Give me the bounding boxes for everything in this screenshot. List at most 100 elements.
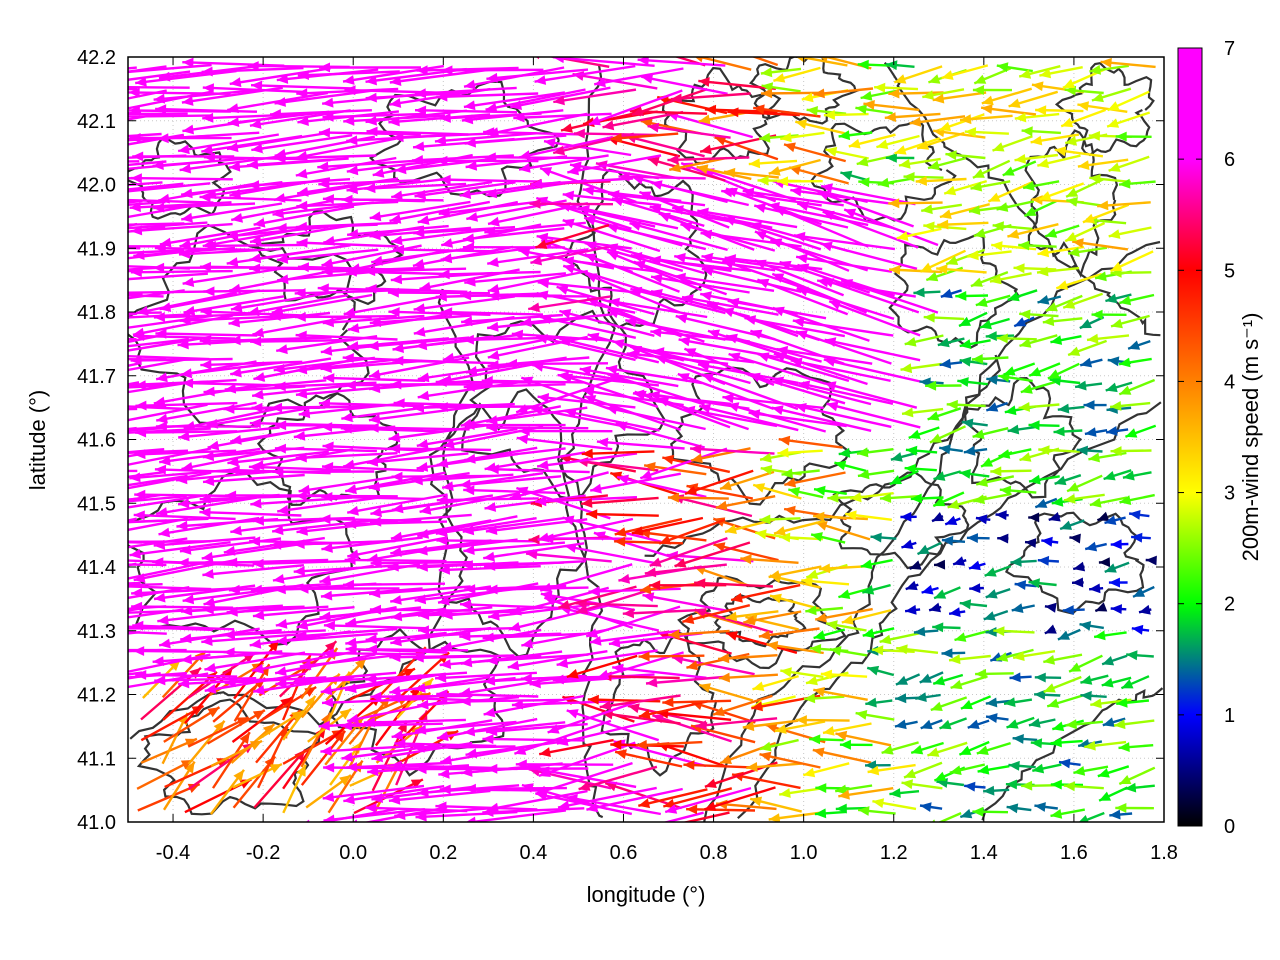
wind-arrow <box>1019 334 1058 348</box>
wind-arrow <box>440 245 542 264</box>
wind-arrow <box>411 473 514 486</box>
colorbar-tick-label: 2 <box>1224 594 1235 616</box>
wind-arrow <box>990 466 1032 477</box>
wind-arrow <box>508 604 609 632</box>
wind-arrow <box>783 142 847 163</box>
wind-arrow <box>363 717 466 728</box>
wind-arrow <box>518 426 613 436</box>
wind-arrow <box>933 559 946 570</box>
wind-arrow <box>251 383 354 400</box>
wind-arrow <box>684 469 754 496</box>
wind-arrow <box>128 222 185 226</box>
wind-arrow <box>1105 381 1133 393</box>
wind-arrow <box>961 418 988 429</box>
wind-arrow <box>1006 803 1032 814</box>
wind-arrow <box>921 203 962 215</box>
wind-arrow <box>992 135 1033 152</box>
wind-arrow <box>810 532 846 544</box>
wind-arrow <box>829 646 868 657</box>
wind-arrow <box>460 650 563 668</box>
wind-arrow <box>566 654 638 679</box>
wind-arrow <box>835 803 867 814</box>
wind-arrow <box>128 114 211 118</box>
wind-arrow <box>252 315 354 338</box>
wind-arrow <box>317 159 420 172</box>
wind-arrow <box>813 87 874 99</box>
wind-arrow <box>972 159 1011 179</box>
wind-arrow <box>537 278 638 294</box>
wind-arrow <box>1101 676 1132 688</box>
wind-arrow <box>939 717 968 730</box>
wind-arrow <box>690 447 751 464</box>
wind-arrow <box>486 763 589 774</box>
wind-arrow <box>132 620 235 631</box>
wind-arrow <box>556 649 658 669</box>
wind-arrow <box>128 294 164 298</box>
wind-arrow <box>210 739 263 768</box>
wind-arrow <box>1119 493 1155 505</box>
wind-arrow <box>1098 557 1111 568</box>
wind-arrow <box>1067 339 1108 357</box>
wind-arrow <box>250 80 353 91</box>
wind-arrow <box>941 64 989 80</box>
wind-arrow <box>670 92 751 104</box>
wind-arrow <box>683 760 753 770</box>
wind-arrow <box>813 687 868 701</box>
wind-arrow <box>662 697 732 708</box>
wind-arrow <box>128 335 212 352</box>
wind-arrow <box>128 358 167 361</box>
wind-arrow <box>247 293 349 317</box>
wind-arrow <box>975 475 1015 487</box>
wind-arrow <box>1062 292 1104 309</box>
wind-arrow <box>461 109 564 125</box>
wind-arrow <box>916 131 965 150</box>
wind-arrow <box>889 265 943 275</box>
wind-arrow <box>813 511 868 522</box>
colorbar-ticks: 0 1 2 3 4 5 6 7 <box>1178 38 1235 838</box>
wind-arrow <box>1118 766 1156 786</box>
wind-arrow <box>996 62 1033 73</box>
wind-arrow <box>993 626 1035 637</box>
wind-arrow <box>1007 424 1035 435</box>
wind-arrow <box>938 113 985 132</box>
wind-arrow <box>607 190 706 207</box>
wind-arrow <box>486 584 589 595</box>
wind-arrow <box>834 460 867 473</box>
wind-arrow <box>1118 357 1152 368</box>
wind-arrow <box>971 354 1009 364</box>
wind-arrow <box>1045 294 1083 312</box>
wind-arrow <box>133 510 236 521</box>
wind-arrow <box>1097 200 1151 211</box>
wind-arrow <box>753 203 849 229</box>
wind-arrow <box>128 266 162 271</box>
wind-arrow <box>649 255 752 272</box>
wind-arrow <box>1059 519 1085 531</box>
wind-arrow <box>952 556 967 566</box>
wind-arrow <box>342 446 444 470</box>
wind-arrow <box>322 784 425 802</box>
wind-arrow <box>884 112 941 122</box>
wind-arrow <box>128 181 163 187</box>
wind-arrow <box>179 315 282 326</box>
wind-arrow <box>820 183 916 206</box>
wind-arrow <box>435 517 537 537</box>
wind-arrow <box>1022 180 1060 191</box>
wind-arrow <box>638 700 709 719</box>
wind-arrow <box>748 158 798 169</box>
wind-arrow <box>759 751 821 769</box>
wind-arrow <box>987 180 1034 203</box>
wind-arrow <box>230 291 332 313</box>
wind-arrow <box>666 550 754 563</box>
wind-arrow <box>486 653 589 666</box>
wind-arrow <box>704 104 778 115</box>
wind-arrow <box>464 809 567 822</box>
wind-arrow <box>614 517 683 537</box>
wind-arrow <box>930 696 968 712</box>
wind-arrow <box>417 515 518 539</box>
wind-arrow <box>1063 493 1105 504</box>
wind-arrow <box>416 427 518 449</box>
wind-arrow <box>909 115 966 127</box>
x-tick-label: 1.0 <box>790 842 818 864</box>
wind-arrow <box>1107 90 1150 112</box>
wind-arrow <box>486 789 588 813</box>
